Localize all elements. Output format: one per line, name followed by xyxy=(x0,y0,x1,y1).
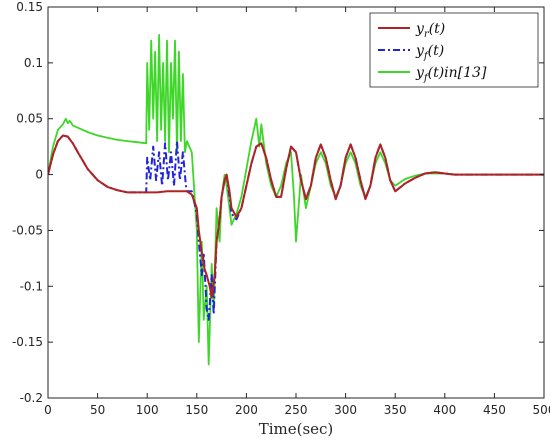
y-tick-label: -0.05 xyxy=(12,223,43,237)
x-tick-label: 300 xyxy=(334,403,357,417)
x-axis-label: Time(sec) xyxy=(259,420,334,438)
x-tick-label: 150 xyxy=(185,403,208,417)
y-tick-label: 0.05 xyxy=(16,112,43,126)
y-tick-label: -0.15 xyxy=(12,335,43,349)
x-tick-label: 500 xyxy=(533,403,550,417)
y-tick-label: 0.15 xyxy=(16,0,43,14)
series-layer xyxy=(48,34,544,366)
x-tick-label: 50 xyxy=(90,403,105,417)
y-tick-label: 0.1 xyxy=(24,56,43,70)
x-tick-label: 0 xyxy=(44,403,52,417)
x-tick-label: 350 xyxy=(384,403,407,417)
x-tick-label: 400 xyxy=(433,403,456,417)
legend-label-2: yf(t) xyxy=(415,43,444,62)
legend: yr(t) yf(t) yf(t)in[13] xyxy=(369,12,539,88)
legend-label-1: yr(t) xyxy=(415,21,445,40)
y-tick-label: 0 xyxy=(35,168,43,182)
x-tick-label: 100 xyxy=(136,403,159,417)
y-tick-label: -0.1 xyxy=(20,279,43,293)
x-tick-label: 200 xyxy=(235,403,258,417)
y-axis: -0.2 -0.15 -0.1 -0.05 0 0.05 0.1 0.15 xyxy=(12,0,544,405)
series-line-1 xyxy=(48,134,544,299)
x-tick-label: 450 xyxy=(483,403,506,417)
x-axis: 0 50 100 150 200 250 300 350 400 450 500 xyxy=(44,7,550,417)
x-tick-label: 250 xyxy=(285,403,308,417)
y-tick-label: -0.2 xyxy=(20,391,43,405)
legend-label-3: yf(t)in[13] xyxy=(415,65,487,84)
